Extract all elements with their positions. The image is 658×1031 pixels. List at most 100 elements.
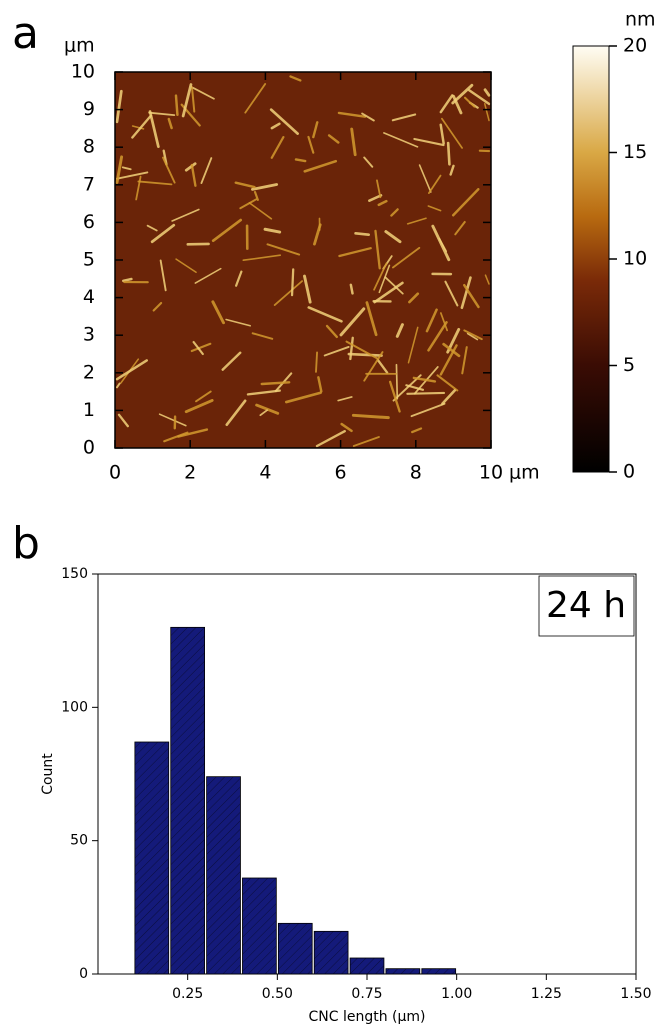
fiber	[152, 301, 163, 312]
y-tick-label: 0	[79, 966, 88, 982]
bar-hatch	[421, 968, 456, 974]
x-tick-label: 0	[109, 462, 121, 484]
fiber	[225, 318, 251, 327]
fiber	[483, 102, 490, 122]
y-tick-label: 4	[83, 286, 95, 308]
fiber	[337, 396, 353, 402]
fiber	[303, 159, 338, 173]
fiber	[235, 270, 243, 287]
fiber	[116, 382, 121, 389]
x-tick-label: 1.25	[531, 986, 562, 1002]
fiber	[413, 137, 445, 147]
fiber	[248, 202, 273, 220]
fiber	[436, 374, 459, 392]
fiber	[439, 123, 445, 145]
colorbar	[572, 45, 610, 473]
fiber	[412, 376, 437, 383]
fiber	[167, 117, 173, 130]
fiber	[425, 308, 438, 333]
fiber	[411, 427, 423, 434]
x-tick-label: 6	[335, 462, 347, 484]
fiber	[121, 166, 132, 171]
fiber	[162, 156, 176, 184]
panel-label: a	[12, 8, 39, 59]
colorbar-tick-label: 0	[623, 461, 635, 483]
histogram-panel: 24 h 0.25 0.50 0.75 1.00 1.25 1.50 0 50 100 150 CN…	[40, 566, 652, 1025]
fiber	[175, 258, 197, 274]
fiber	[440, 312, 448, 332]
fiber	[406, 391, 446, 395]
fiber	[438, 237, 448, 253]
fiber	[384, 276, 404, 295]
fiber	[192, 87, 215, 100]
fiber	[273, 280, 303, 306]
x-tick-label: 4	[259, 462, 271, 484]
fiber	[427, 205, 442, 212]
fiber	[363, 156, 374, 168]
fiber	[463, 329, 483, 341]
x-tick-label: 0.75	[351, 986, 382, 1002]
fiber	[349, 283, 354, 295]
fiber	[467, 88, 491, 106]
bar-hatch	[314, 931, 349, 974]
fiber	[340, 422, 353, 433]
fiber	[200, 157, 213, 185]
fiber	[484, 274, 490, 285]
fiber	[345, 340, 378, 360]
fiber	[239, 198, 257, 210]
fiber	[392, 246, 421, 269]
y-tick-label: 1	[83, 399, 95, 421]
colorbar-tick-label: 10	[623, 248, 647, 270]
fiber	[388, 380, 401, 413]
fiber	[225, 399, 247, 427]
fiber	[427, 321, 448, 352]
bar-hatch	[385, 968, 420, 974]
fiber	[270, 135, 285, 159]
fiber	[251, 183, 279, 191]
fiber	[137, 180, 173, 186]
fiber	[441, 117, 463, 149]
fiber	[391, 113, 417, 122]
fiber	[317, 376, 323, 393]
x-tick-label: 1.50	[620, 986, 651, 1002]
fiber	[192, 340, 204, 356]
fiber	[439, 344, 458, 376]
fiber	[315, 430, 346, 448]
fibers	[115, 75, 491, 448]
fiber	[418, 164, 432, 193]
fiber	[376, 358, 389, 374]
fiber	[376, 179, 382, 199]
fiber	[441, 389, 456, 405]
fiber	[377, 199, 388, 207]
fiber	[177, 428, 209, 438]
bar-hatch	[350, 958, 384, 974]
fiber	[184, 162, 197, 172]
fiber	[451, 83, 474, 105]
fiber	[323, 345, 350, 357]
colorbar-tick-label: 20	[623, 35, 647, 57]
fiber	[184, 399, 214, 414]
y-tick-label: 2	[83, 361, 95, 383]
fiber	[290, 268, 295, 297]
fiber	[190, 163, 197, 187]
bar-hatch	[242, 878, 277, 974]
bar-hatch	[134, 742, 169, 974]
fiber	[339, 307, 366, 337]
fiber	[270, 122, 281, 130]
fiber	[327, 134, 340, 144]
fiber	[174, 94, 179, 116]
fiber	[211, 218, 243, 243]
fiber	[194, 267, 222, 284]
fiber	[115, 155, 124, 184]
fiber	[255, 403, 280, 415]
fiber	[190, 342, 212, 353]
fiber	[244, 83, 267, 114]
fiber	[259, 409, 268, 417]
fiber	[363, 351, 384, 382]
y-tick-label: 0	[83, 437, 95, 459]
fiber	[461, 346, 468, 375]
fiber	[352, 436, 380, 447]
y-tick-label: 5	[83, 249, 95, 271]
fiber	[338, 247, 372, 258]
